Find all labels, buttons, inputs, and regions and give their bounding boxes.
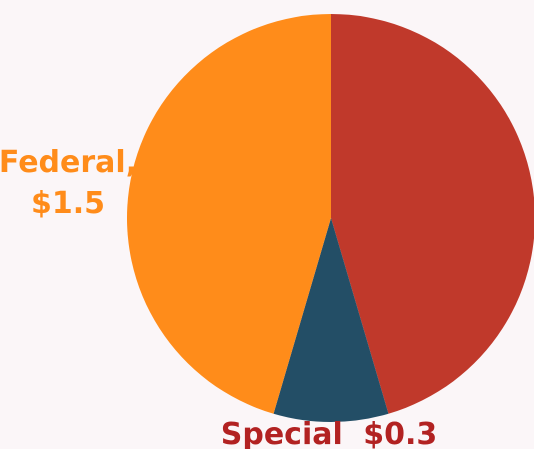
pie-slice-federal <box>126 13 331 414</box>
pie-labels: Federal, $1.5 Special $0.3 <box>0 145 437 449</box>
pie-slice-unlabeled <box>331 14 534 414</box>
special-label: Special $0.3 <box>221 417 438 449</box>
federal-label-value: $1.5 <box>31 186 105 221</box>
pie-slices <box>126 13 534 423</box>
special-label-value: $0.3 <box>363 417 437 449</box>
special-label-name: Special <box>221 417 343 449</box>
pie-slice-special <box>273 218 389 423</box>
federal-label-name: Federal, <box>0 145 137 180</box>
